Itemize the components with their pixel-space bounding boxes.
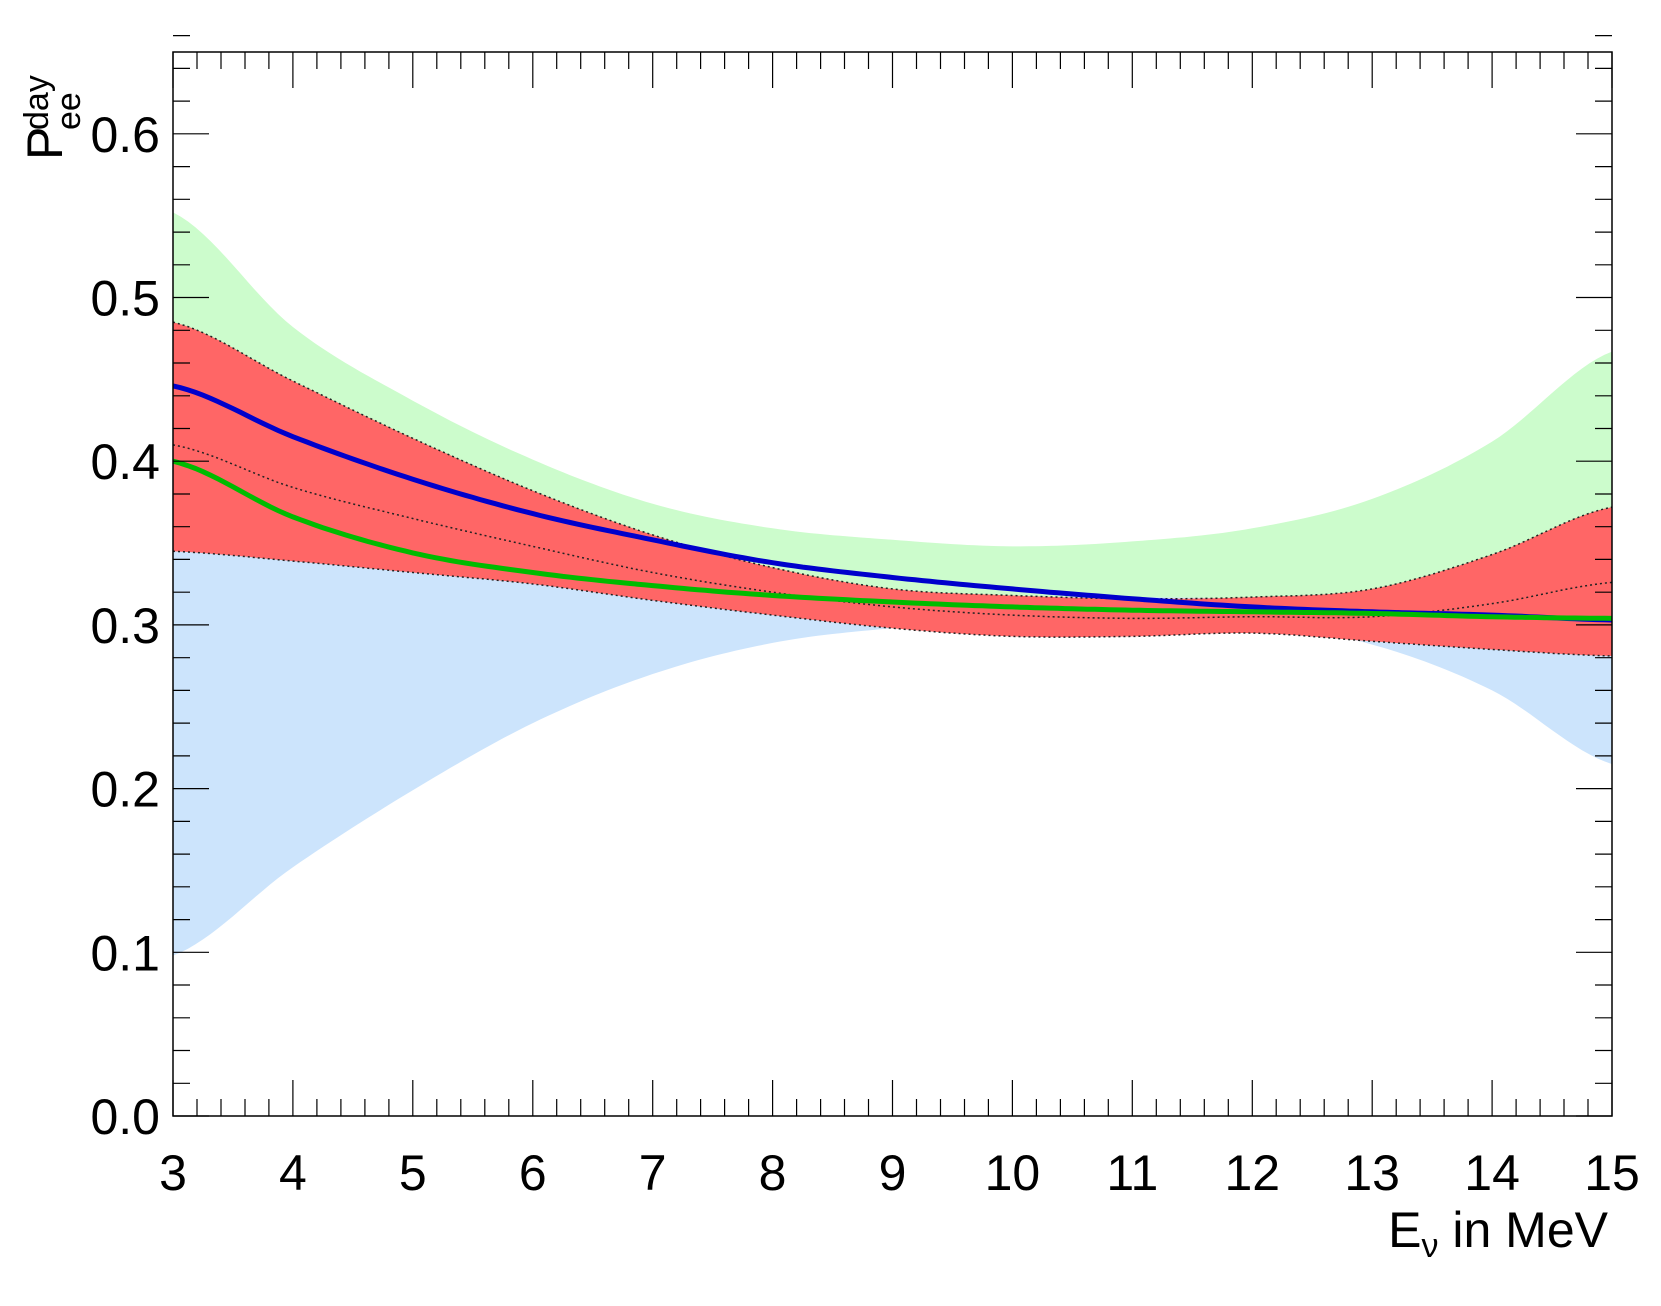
- red-band-center-line: [172, 444, 1613, 620]
- y-tick-label: 0.3: [90, 598, 160, 654]
- x-tick-label: 12: [1224, 1145, 1280, 1201]
- svg-text:day: day: [18, 75, 56, 130]
- x-axis-title: Eν in MeV: [1388, 1202, 1609, 1265]
- y-tick-label: 0.1: [90, 925, 160, 981]
- x-tick-label: 4: [279, 1145, 307, 1201]
- y-tick-label: 0.5: [90, 271, 160, 327]
- y-tick-label: 0.2: [90, 762, 160, 818]
- x-tick-label: 11: [1106, 1145, 1158, 1201]
- x-tick-label: 7: [639, 1145, 667, 1201]
- red-band-upper-edge: [172, 321, 1613, 600]
- red-band-lower-edge: [172, 550, 1613, 657]
- tick-marks: [172, 34, 1613, 1117]
- lines-layer: [172, 321, 1613, 657]
- y-tick-label: 0.0: [90, 1089, 160, 1145]
- x-tick-label: 3: [159, 1145, 187, 1201]
- blue-band: [173, 551, 1612, 956]
- y-tick-labels: 0.0 0.1 0.2 0.3 0.4 0.5 0.6: [90, 107, 160, 1145]
- green-line: [172, 458, 1613, 621]
- x-tick-label: 10: [985, 1145, 1041, 1201]
- x-tick-label: 8: [759, 1145, 787, 1201]
- x-tick-label: 6: [519, 1145, 547, 1201]
- x-tick-label: 9: [879, 1145, 907, 1201]
- x-tick-label: 13: [1344, 1145, 1400, 1201]
- x-tick-label: 5: [399, 1145, 427, 1201]
- x-tick-label: 14: [1464, 1145, 1520, 1201]
- x-tick-labels: 3 4 5 6 7 8 9 10 11 12 13 14 15: [159, 1145, 1640, 1201]
- svg-text:P: P: [17, 127, 73, 160]
- y-axis-title: P ee day: [17, 75, 88, 160]
- y-tick-label: 0.6: [90, 107, 160, 163]
- svg-text:ee: ee: [50, 92, 88, 130]
- y-tick-label: 0.4: [90, 434, 160, 490]
- x-tick-label: 15: [1584, 1145, 1640, 1201]
